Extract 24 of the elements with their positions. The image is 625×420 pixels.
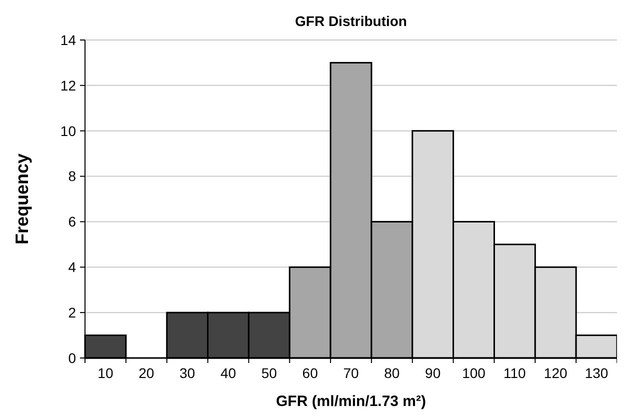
x-tick-label: 20 bbox=[138, 365, 154, 381]
x-tick-label: 80 bbox=[384, 365, 400, 381]
y-tick-label: 10 bbox=[60, 122, 76, 139]
x-tick-label: 30 bbox=[180, 365, 196, 381]
x-tick-label: 110 bbox=[504, 365, 526, 381]
x-tick-label: 40 bbox=[220, 365, 236, 381]
x-tick-label: 70 bbox=[343, 365, 359, 381]
y-tick-label: 12 bbox=[60, 77, 76, 94]
x-tick-label: 90 bbox=[425, 365, 441, 381]
y-tick-label: 0 bbox=[68, 350, 76, 366]
x-tick-label: 100 bbox=[462, 365, 486, 381]
y-tick-label: 6 bbox=[68, 214, 76, 230]
y-tick-label: 4 bbox=[68, 259, 76, 276]
y-tick-label: 2 bbox=[68, 304, 76, 320]
y-tick-label: 8 bbox=[68, 168, 76, 184]
x-tick-label: 120 bbox=[544, 365, 568, 381]
x-tick-label: 10 bbox=[98, 365, 114, 381]
x-tick-label: 60 bbox=[302, 365, 318, 381]
x-axis-title: GFR (ml/min/1.73 m²) bbox=[276, 393, 426, 410]
y-axis-title: Frequency bbox=[12, 153, 32, 245]
x-tick-label: 130 bbox=[584, 365, 608, 381]
y-tick-label: 14 bbox=[60, 32, 76, 48]
x-tick-label: 50 bbox=[261, 365, 278, 381]
chart-title: GFR Distribution bbox=[295, 13, 407, 29]
